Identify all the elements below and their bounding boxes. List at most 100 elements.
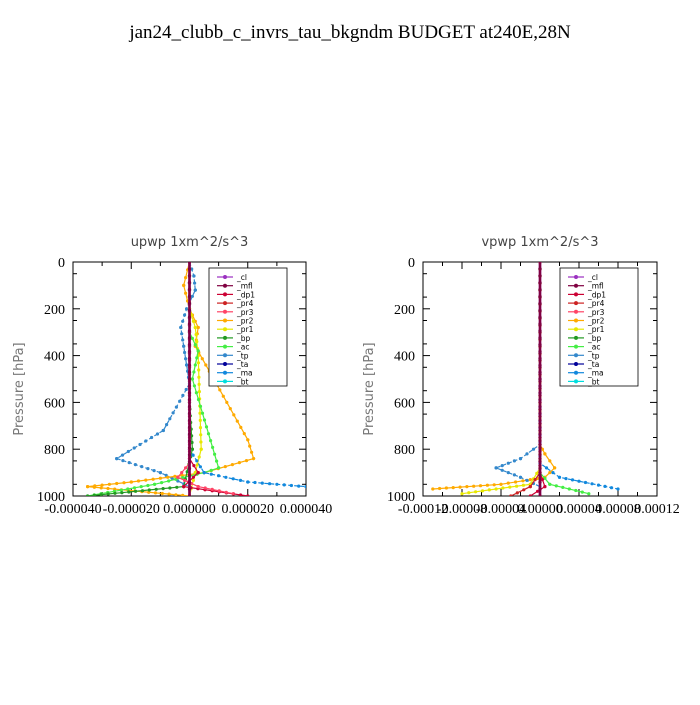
- series-point-mfl: [538, 308, 542, 312]
- x-tick-label: -0.00004: [476, 502, 526, 517]
- series-point-mfl: [538, 432, 542, 436]
- series-point-ac: [190, 377, 194, 381]
- legend-marker: [574, 379, 578, 384]
- series-point-pr1: [487, 488, 491, 492]
- legend-label: _ta: [236, 360, 248, 369]
- series-point-ac: [213, 452, 217, 456]
- series-point-tp: [121, 459, 125, 463]
- series-point-ac: [574, 488, 578, 493]
- series-point-tp: [155, 432, 160, 436]
- y-tick-label: 1000: [37, 490, 65, 505]
- chart-title: upwp 1xm^2/s^3: [131, 235, 249, 250]
- series-point-mfl: [187, 308, 192, 312]
- series-point-mfl: [187, 487, 192, 491]
- series-point-mfl: [538, 494, 542, 496]
- series-point-mfl: [187, 391, 192, 395]
- series-point-pr2: [499, 482, 503, 486]
- series-point-ma: [268, 482, 272, 486]
- series-point-pr2: [99, 486, 103, 490]
- series-point-ma: [583, 480, 588, 485]
- y-tick-label: 0: [58, 256, 65, 271]
- series-point-pr2: [242, 432, 246, 436]
- x-tick-label: -0.00012: [398, 502, 448, 517]
- series-point-dp1: [191, 475, 195, 479]
- legend-label: _dp1: [587, 290, 606, 299]
- legend-marker: [574, 309, 578, 314]
- series-point-pr1: [193, 325, 197, 330]
- series-point-tp: [494, 466, 498, 470]
- series-point-pr2: [230, 463, 234, 467]
- legend-label: _pr3: [587, 308, 605, 317]
- legend-label: _pr1: [587, 325, 605, 334]
- legend-marker: [574, 335, 578, 340]
- series-point-ac: [543, 476, 547, 480]
- y-tick-label: 800: [44, 443, 65, 458]
- series-point-pr2: [553, 466, 557, 470]
- series-point-pr2: [200, 357, 204, 361]
- series-point-tp: [500, 464, 504, 468]
- series-point-pr2: [235, 419, 239, 423]
- series-point-pr2: [223, 465, 227, 469]
- series-point-tp: [531, 447, 536, 451]
- series-point-tp: [152, 469, 156, 473]
- series-point-pr1: [197, 382, 201, 386]
- series-point-mfl: [187, 425, 192, 429]
- series-point-tp: [506, 471, 510, 475]
- series-point-pr2: [167, 492, 171, 496]
- series-point-ma: [209, 472, 213, 476]
- series-point-pr3: [210, 487, 214, 491]
- series-point-mfl: [187, 274, 192, 278]
- series-point-pr2: [184, 276, 188, 280]
- series-point-pr2: [196, 325, 200, 330]
- legend-marker: [223, 275, 227, 279]
- series-point-mfl: [187, 418, 192, 422]
- series-point-tp: [144, 439, 148, 443]
- series-point-pr1: [194, 332, 198, 337]
- series-point-pr1: [515, 484, 519, 488]
- series-point-pr2: [225, 400, 229, 404]
- series-point-tp: [193, 288, 197, 292]
- y-tick-label: 1000: [387, 490, 415, 505]
- series-point-tp: [165, 423, 169, 427]
- series-point-ac: [548, 482, 552, 486]
- figure-title: jan24_clubb_c_invrs_tau_bkgndm BUDGET at…: [129, 22, 571, 43]
- series-point-mfl: [538, 262, 542, 264]
- series-point-pr2: [246, 438, 250, 442]
- series-point-ac: [190, 336, 194, 340]
- series-point-pr2: [92, 485, 96, 489]
- series-point-mfl: [187, 336, 192, 340]
- series-point-ac: [209, 468, 213, 472]
- series-point-mfl: [538, 384, 542, 388]
- series-point-pr2: [160, 491, 164, 496]
- series-point-ma: [195, 459, 199, 463]
- series-point-pr2: [237, 461, 241, 465]
- series-point-pr2: [521, 479, 525, 483]
- series-point-pr3: [196, 485, 200, 489]
- series-point-pr2: [232, 413, 236, 417]
- series-point-ac: [194, 391, 198, 395]
- legend-marker: [574, 327, 578, 332]
- series-point-ac: [217, 466, 221, 470]
- series-line-ma: [188, 262, 306, 488]
- series-point-pr2: [166, 475, 170, 479]
- legend-marker: [223, 362, 227, 366]
- x-tick-label: 0.00000: [517, 502, 563, 517]
- chart-title: vpwp 1xm^2/s^3: [481, 235, 598, 250]
- series-point-mfl: [187, 329, 192, 333]
- series-point-mfl: [187, 466, 192, 471]
- series-point-tp: [518, 475, 523, 479]
- legend-marker: [223, 301, 227, 306]
- series-point-tp: [174, 405, 178, 409]
- chart-panel-1: upwp 1xm^2/s^3 0 200 400 600 800 1000-0.000040…: [12, 235, 332, 517]
- series-point-ma: [198, 465, 202, 469]
- y-tick-label: 400: [44, 350, 65, 365]
- series-point-mfl: [538, 356, 542, 360]
- series-point-ac: [167, 479, 171, 483]
- series-point-mfl: [187, 384, 192, 388]
- y-tick-label: 800: [394, 443, 415, 458]
- x-tick-label: -0.000040: [44, 502, 101, 517]
- series-point-pr1: [195, 340, 199, 344]
- series-point-mfl: [538, 287, 542, 292]
- series-point-mfl: [187, 473, 192, 477]
- series-point-tp: [183, 350, 187, 355]
